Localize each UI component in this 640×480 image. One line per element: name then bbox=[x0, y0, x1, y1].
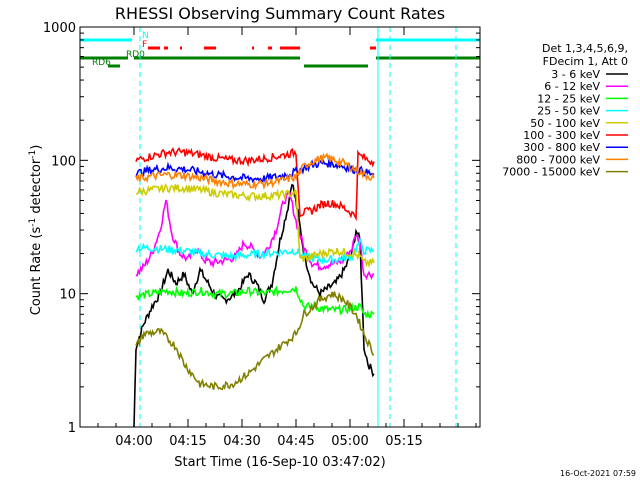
plot-axes: 1 10 100 1000 04:00 04:15 04:30 04:45 05:00 05:15 bbox=[43, 21, 481, 449]
x-tick-label: 04:45 bbox=[277, 434, 314, 449]
y-tick-label: 1000 bbox=[43, 21, 76, 36]
y-label-end: ) bbox=[29, 145, 44, 150]
x-tick-label: 04:30 bbox=[223, 434, 260, 449]
y-label-main: Count Rate (s bbox=[29, 227, 44, 316]
flag-label-rd0: RD0 bbox=[126, 50, 145, 60]
legend-entry-3-6-kev: 3 - 6 keV bbox=[551, 68, 600, 81]
flag-label-rd6: RD6 bbox=[92, 58, 111, 68]
x-tick-label: 04:00 bbox=[115, 434, 152, 449]
y-tick-label: 1 bbox=[68, 421, 76, 436]
y-label-mid: detector bbox=[29, 158, 44, 218]
series-300-800-kev bbox=[135, 158, 375, 185]
flag-label-n: N bbox=[142, 31, 149, 41]
x-tick-label: 05:15 bbox=[385, 434, 422, 449]
plot-frame bbox=[79, 26, 481, 428]
legend-entry-6-12-kev: 6 - 12 keV bbox=[544, 80, 600, 93]
legend: Det 1,3,4,5,6,9,FDecim 1, Att 03 - 6 keV… bbox=[502, 42, 628, 179]
legend-entry-300-800-kev: 300 - 800 keV bbox=[523, 141, 600, 154]
legend-entry-100-300-kev: 100 - 300 keV bbox=[523, 129, 600, 142]
y-tick-label: 10 bbox=[59, 288, 76, 303]
timestamp-label: 16-Oct-2021 07:59 bbox=[560, 469, 636, 478]
chart-title: RHESSI Observing Summary Count Rates bbox=[115, 4, 445, 23]
data-series bbox=[133, 147, 375, 428]
flag-label-f: F bbox=[142, 40, 147, 50]
x-tick-label: 04:15 bbox=[169, 434, 206, 449]
series-100-300-kev bbox=[135, 147, 375, 222]
series-25-50-kev bbox=[135, 236, 375, 265]
series-3-6-kev bbox=[133, 183, 375, 428]
legend-entry-800-7000-kev: 800 - 7000 keV bbox=[516, 153, 600, 166]
series-12-25-kev bbox=[135, 285, 375, 319]
legend-entry-12-25-kev: 12 - 25 keV bbox=[537, 92, 600, 105]
legend-entry-50-100-kev: 50 - 100 keV bbox=[530, 117, 600, 130]
series-50-100-kev bbox=[135, 183, 375, 269]
vertical-markers bbox=[139, 27, 457, 427]
legend-header: Det 1,3,4,5,6,9, bbox=[542, 42, 628, 55]
y-label-sup-2: -1 bbox=[28, 150, 38, 159]
x-tick-label: 05:00 bbox=[331, 434, 368, 449]
y-label-sup-1: -1 bbox=[28, 218, 38, 227]
y-axis-label: Count Rate (s-1 detector-1) bbox=[28, 145, 44, 316]
legend-entry-25-50-kev: 25 - 50 keV bbox=[537, 105, 600, 118]
legend-header: FDecim 1, Att 0 bbox=[543, 55, 628, 68]
series-7000-15000-kev bbox=[135, 291, 375, 391]
y-tick-label: 100 bbox=[51, 154, 76, 169]
x-axis-label: Start Time (16-Sep-10 03:47:02) bbox=[174, 455, 385, 470]
legend-entry-7000-15000-kev: 7000 - 15000 keV bbox=[502, 166, 600, 179]
series-800-7000-kev bbox=[135, 152, 375, 191]
